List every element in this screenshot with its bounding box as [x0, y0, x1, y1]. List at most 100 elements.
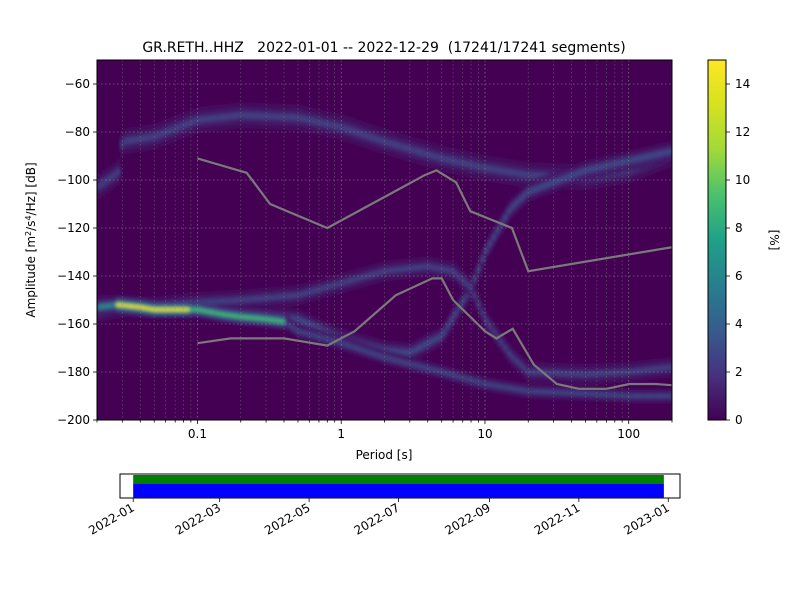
density-cell — [491, 166, 497, 173]
density-cell — [557, 370, 562, 376]
density-cell — [177, 307, 182, 312]
density-cell — [507, 350, 512, 357]
density-cell — [453, 373, 458, 378]
density-cell — [484, 247, 489, 253]
density-cell — [530, 172, 535, 179]
density-cell — [610, 370, 616, 376]
density-cell — [342, 124, 347, 132]
density-cell — [614, 370, 619, 376]
density-cell — [626, 158, 631, 164]
density-cell — [656, 151, 662, 157]
density-cell — [419, 149, 424, 156]
density-cell — [265, 295, 271, 301]
density-cell — [97, 305, 102, 309]
density-cell — [330, 338, 336, 343]
density-cell — [376, 270, 382, 276]
density-cell — [338, 123, 343, 131]
density-cell — [273, 318, 278, 323]
density-cell — [557, 177, 562, 184]
density-cell — [645, 394, 650, 398]
density-cell — [649, 153, 654, 159]
density-cell — [288, 293, 294, 299]
density-cell — [269, 294, 274, 301]
density-cell — [292, 292, 297, 299]
density-cell — [403, 360, 409, 365]
density-cell — [411, 348, 416, 354]
density-cell — [453, 270, 458, 277]
density-cell — [430, 152, 435, 159]
density-cell — [514, 358, 520, 364]
density-cell — [246, 296, 251, 302]
density-cell — [649, 394, 654, 398]
density-cell — [580, 391, 585, 396]
density-cell — [442, 370, 447, 375]
density-cell — [514, 169, 520, 177]
density-cell — [223, 298, 228, 304]
density-bands — [97, 102, 672, 404]
density-cell — [380, 269, 386, 275]
density-cell — [434, 336, 439, 342]
density-cell — [518, 170, 524, 178]
density-cell — [396, 142, 401, 149]
density-cell — [553, 390, 558, 395]
density-cell — [449, 317, 455, 323]
density-cell — [568, 173, 573, 179]
density-cell — [522, 388, 527, 393]
density-cell — [169, 307, 175, 312]
density-cell — [522, 192, 527, 199]
density-cell — [453, 310, 458, 317]
density-cell — [269, 317, 274, 322]
noise-model-high — [197, 157, 672, 273]
density-cell — [442, 155, 447, 163]
density-cell — [311, 288, 317, 294]
density-cell — [629, 157, 635, 163]
density-cell — [580, 169, 585, 175]
density-cell — [173, 307, 179, 312]
x-tick-label: 10 — [477, 427, 492, 441]
density-cell — [373, 352, 378, 357]
density-cell — [376, 353, 382, 358]
density-cell — [457, 374, 462, 379]
density-cell — [560, 370, 566, 377]
density-cell — [403, 266, 409, 272]
coverage-bar-0 — [133, 484, 664, 498]
density-cell — [488, 323, 493, 329]
density-cell — [104, 177, 110, 184]
density-cell — [254, 296, 259, 302]
density-cell — [595, 371, 600, 377]
density-cell — [610, 161, 616, 168]
density-cell — [97, 182, 102, 190]
density-cell — [422, 264, 428, 270]
density-cell — [576, 391, 581, 396]
density-cell — [553, 370, 558, 376]
density-cell — [526, 171, 531, 179]
density-cell — [246, 112, 251, 119]
density-cell — [484, 318, 489, 324]
density-cell — [388, 348, 393, 354]
density-cell — [380, 137, 386, 145]
density-cell — [606, 392, 612, 397]
density-cell — [139, 135, 144, 143]
density-cell — [392, 358, 397, 362]
coverage-bar-1 — [133, 475, 664, 484]
density-cell — [622, 393, 627, 398]
density-cell — [434, 368, 439, 373]
density-cell — [353, 128, 359, 136]
density-cell — [162, 129, 167, 137]
density-cell — [484, 382, 489, 387]
density-cell — [181, 122, 186, 129]
density-cell — [185, 120, 190, 128]
density-cell — [407, 361, 412, 366]
density-cell — [633, 368, 639, 374]
density-cell — [223, 113, 228, 121]
y-axis-label: Amplitude [m2/s4/Hz] [dB] — [24, 162, 39, 317]
density-cell — [231, 313, 236, 318]
density-cell — [250, 315, 255, 320]
y-tick-label: −100 — [57, 173, 90, 187]
density-cell — [503, 214, 508, 221]
density-cell — [668, 394, 672, 398]
density-cell — [541, 183, 547, 189]
density-cell — [652, 394, 658, 398]
density-cell — [146, 134, 152, 141]
density-cell — [587, 391, 593, 396]
